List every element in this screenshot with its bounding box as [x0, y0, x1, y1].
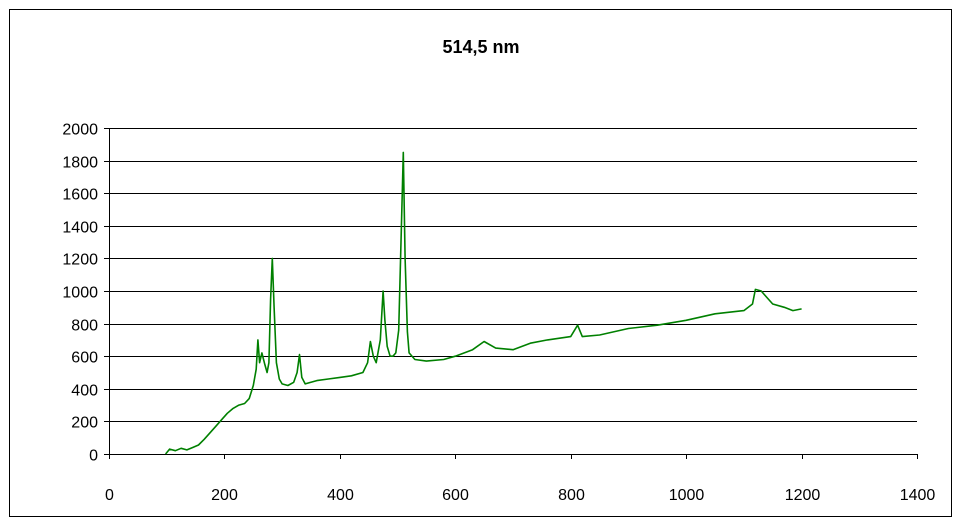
- gridlines: [109, 128, 917, 422]
- y-tick-label: 200: [71, 415, 98, 432]
- x-tick-label: 1400: [900, 487, 936, 504]
- y-tick-label: 800: [71, 318, 98, 335]
- y-tick-label: 1800: [62, 155, 98, 172]
- y-tick-label: 1600: [62, 187, 98, 204]
- x-tick-label: 600: [442, 487, 469, 504]
- axes: [104, 128, 918, 459]
- x-tick-label: 0: [105, 487, 114, 504]
- chart-frame: [9, 9, 952, 517]
- series-layer: [164, 151, 802, 455]
- y-tick-label: 1000: [62, 285, 98, 302]
- y-tick-label: 2000: [62, 122, 98, 139]
- tick-labels: 0 200 400 600 800 1000 1200 1400 1600 1800 2000 0 20…: [62, 122, 935, 505]
- y-tick-label: 1200: [62, 252, 98, 269]
- series-line: [164, 151, 802, 455]
- y-tick-label: 0: [89, 448, 98, 465]
- y-tick-label: 600: [71, 350, 98, 367]
- x-tick-label: 800: [558, 487, 585, 504]
- chart-title: 514,5 nm: [442, 37, 519, 57]
- x-tick-label: 400: [327, 487, 354, 504]
- y-tick-label: 400: [71, 383, 98, 400]
- x-tick-label: 1200: [785, 487, 821, 504]
- x-tick-label: 1000: [669, 487, 705, 504]
- y-tick-label: 1400: [62, 220, 98, 237]
- x-tick-label: 200: [211, 487, 238, 504]
